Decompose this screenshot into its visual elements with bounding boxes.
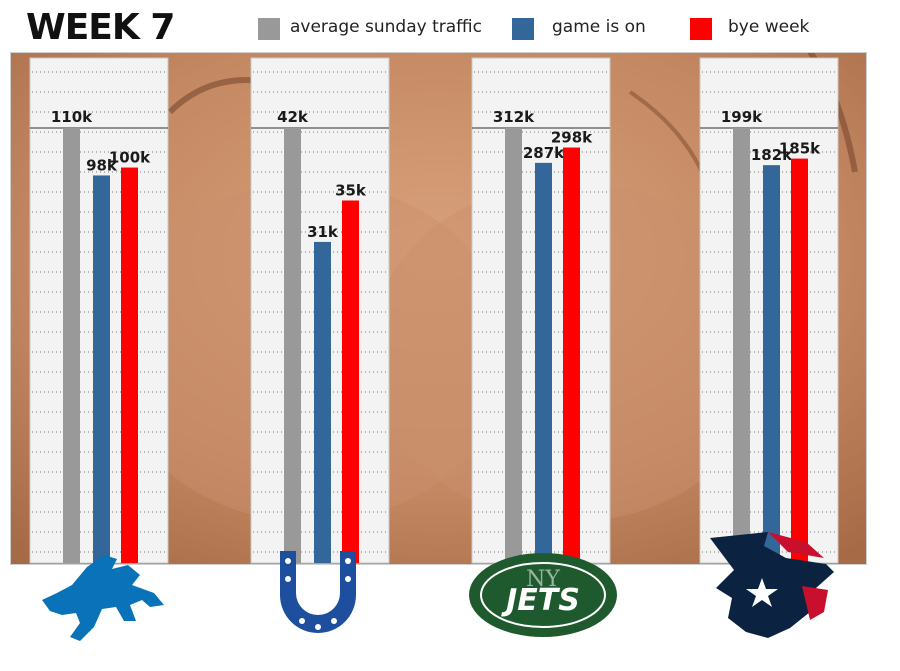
data-label: 98k xyxy=(86,156,118,174)
bar-bye-week-detroit-lions xyxy=(121,167,138,563)
legend-swatch-bye xyxy=(690,18,712,40)
legend-label-average: average sunday traffic xyxy=(290,17,482,37)
legend-swatch-average xyxy=(258,18,280,40)
data-label: 42k xyxy=(277,108,309,126)
bar-game-is-on-indianapolis-colts xyxy=(314,241,331,563)
data-label: 312k xyxy=(493,108,535,126)
lions-logo-icon xyxy=(42,555,164,641)
jets-wordmark-text: JETS xyxy=(501,583,580,618)
texans-logo-icon xyxy=(710,532,834,638)
bar-game-is-on-houston-texans xyxy=(763,165,780,563)
data-label: 100k xyxy=(109,149,151,167)
data-label: 182k xyxy=(751,146,793,164)
bar-average-sunday-traffic-indianapolis-colts xyxy=(284,128,301,563)
data-label: 199k xyxy=(721,108,763,126)
colts-logo-icon xyxy=(280,551,356,633)
bar-game-is-on-new-york-jets xyxy=(535,162,552,563)
legend-swatch-game xyxy=(512,18,534,40)
jets-logo-icon: NY JETS xyxy=(469,553,617,637)
jets-monogram-text: NY xyxy=(526,567,560,592)
data-label: 287k xyxy=(523,144,565,162)
bar-average-sunday-traffic-houston-texans xyxy=(733,128,750,563)
data-label: 35k xyxy=(335,182,367,200)
bar-game-is-on-detroit-lions xyxy=(93,175,110,564)
team-panel-indianapolis-colts: 42k 31k 35k xyxy=(250,57,390,564)
page-title: WEEK 7 xyxy=(26,7,175,48)
data-label: 298k xyxy=(551,129,593,147)
bar-bye-week-new-york-jets xyxy=(563,147,580,563)
legend-label-bye: bye week xyxy=(728,17,810,37)
data-label: 31k xyxy=(307,223,339,241)
bar-bye-week-indianapolis-colts xyxy=(342,200,359,563)
bar-average-sunday-traffic-detroit-lions xyxy=(63,128,80,563)
legend-label-game: game is on xyxy=(552,17,646,37)
bar-bye-week-houston-texans xyxy=(791,158,808,563)
bar-average-sunday-traffic-new-york-jets xyxy=(505,128,522,563)
data-label: 185k xyxy=(779,140,821,158)
data-label: 110k xyxy=(51,108,93,126)
